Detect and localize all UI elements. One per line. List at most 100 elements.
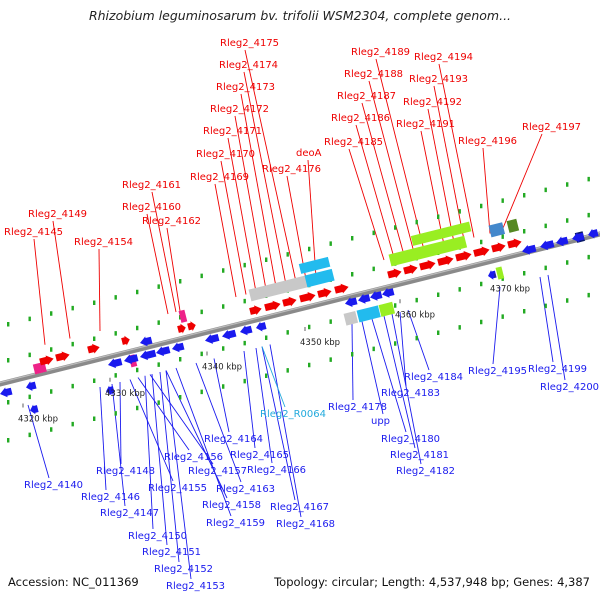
map-title: Rhizobium leguminosarum bv. trifolii WSM… [88,8,512,23]
dot-mark [71,383,74,389]
arrow-shape [108,358,123,369]
dot-mark [523,193,526,198]
gene-label-rleg2-4188: Rleg2_4188 [344,69,403,80]
gene-label-rleg2-4167: Rleg2_4167 [270,502,329,513]
gene-label-rleg2-4161: Rleg2_4161 [122,180,181,191]
dot-mark [286,252,289,257]
arrow-shape [121,335,130,346]
forward-gene-arrow [419,259,436,271]
dot-mark [566,260,569,265]
reverse-gene-arrow [205,333,220,344]
tick-marks: 4320 kbp 4330 kbp 4340 kbp 4350 kbp 4360 kbp… [18,273,530,425]
arrow-shape [488,270,497,280]
leader-line [27,404,50,479]
backbone-highlight [0,231,600,384]
gene-label-rleg2-4175: Rleg2_4175 [220,38,279,49]
forward-gene-arrow [455,250,472,262]
dot-mark [7,358,10,363]
arrow-shape [26,381,37,392]
backbone [0,231,600,387]
dot-mark [308,362,311,368]
arrow-shape [249,305,262,316]
arrow-shape [177,323,186,334]
gene-label-rleg2-4173: Rleg2_4173 [216,82,275,93]
arrow-shape [345,297,358,307]
cyan-feature [298,256,331,274]
leader-line [234,115,267,290]
leader-line [407,309,430,371]
arrow-shape [507,238,522,249]
gene-label-rleg2-4184: Rleg2_4184 [404,372,463,383]
forward-gene-arrow [507,238,522,249]
leader-line [129,379,174,482]
dot-mark [114,331,117,336]
dot-mark [243,378,246,384]
gene-label-rleg2-4168: Rleg2_4168 [276,519,335,530]
dot-tracks [7,176,590,443]
dot-mark [566,182,569,187]
leader-line [539,276,554,363]
reverse-gene-arrow [222,329,237,340]
forward-gene-arrow [55,351,70,362]
dot-mark [157,320,160,325]
arrow-shape [156,346,171,357]
dot-mark [458,287,461,292]
reverse-gene-arrow [488,270,497,280]
gene-label-rleg2-4181: Rleg2_4181 [390,450,449,461]
forward-gene-arrow [177,323,186,334]
leader-line [438,63,475,238]
forward-gene-arrow [121,335,130,346]
leader-line [119,381,122,465]
arrow-shape [240,325,253,336]
box-shape [178,309,188,323]
leader-line [383,315,416,449]
dot-mark [415,335,418,341]
dot-mark [480,239,483,245]
leader-line [149,374,214,465]
leader-line [98,248,101,332]
arrow-shape [437,255,454,266]
accession-label: Accession: NC_011369 [8,575,139,589]
forward-gene-arrow [249,305,262,316]
dot-mark [28,394,31,400]
gene-label-rleg2-4162: Rleg2_4162 [142,216,201,227]
dot-mark [157,400,160,405]
pink-feature [32,361,47,375]
forward-gene-arrow [39,355,54,366]
dot-mark [136,325,139,331]
arrow-shape [403,264,418,275]
reverse-gene-arrow [140,349,157,361]
forward-gene-arrow [473,246,490,257]
arrow-shape [491,242,506,253]
dot-mark [351,352,354,357]
tick-label: 4340 kbp [202,363,242,373]
dot-mark [587,254,590,260]
reverse-gene-arrow [556,236,569,247]
gene-label-rleg2-4176: Rleg2_4176 [262,164,321,175]
arrow-shape [455,250,472,262]
forward-gene-arrow [334,283,349,294]
gene-label-deoa: deoA [296,148,322,159]
leader-line [399,311,407,387]
leader-line [151,191,177,313]
dot-mark [114,373,117,378]
pink-feature [178,309,188,323]
reverse-gene-arrow [156,346,171,357]
backbone-line [0,231,600,387]
leader-line [286,175,307,280]
gene-label-rleg2-4189: Rleg2_4189 [351,47,410,58]
dot-mark [136,367,139,373]
arrow-shape [588,228,599,239]
lime-feature [378,301,396,317]
dot-mark [523,309,526,314]
leader-line [501,133,543,231]
dot-mark [351,272,354,277]
leader-line [195,362,242,483]
reverse-gene-arrow [588,228,599,239]
arrow-shape [419,259,436,271]
reverse-gene-arrow [140,336,153,347]
forward-gene-arrow [264,300,281,312]
dot-mark [179,357,182,362]
dot-mark [415,219,418,225]
